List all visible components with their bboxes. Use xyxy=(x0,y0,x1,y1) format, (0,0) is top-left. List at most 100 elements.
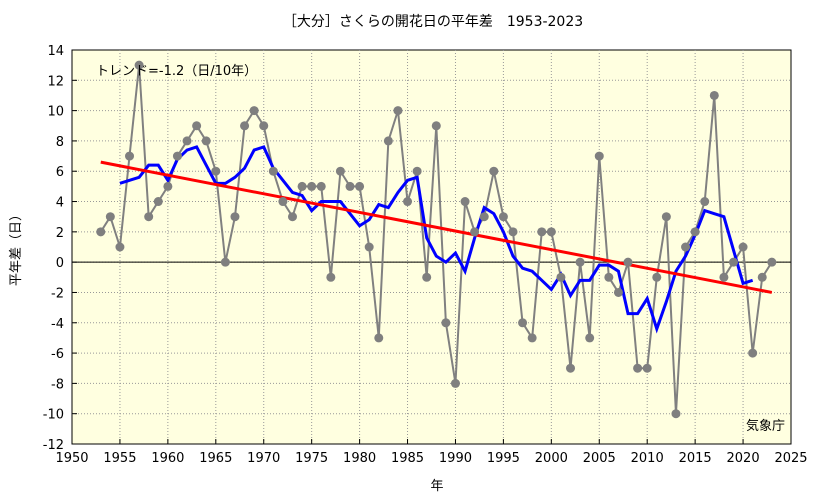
data-point xyxy=(125,151,135,161)
y-tick-label: 8 xyxy=(56,135,64,150)
data-point xyxy=(364,242,374,252)
x-tick-label: 2000 xyxy=(535,451,568,466)
y-tick-label: -10 xyxy=(43,408,64,423)
data-point xyxy=(671,409,681,419)
data-point xyxy=(393,106,403,116)
data-point xyxy=(498,212,508,222)
y-tick-label: 6 xyxy=(56,165,64,180)
x-tick-label: 1960 xyxy=(151,451,184,466)
data-point xyxy=(460,197,470,207)
data-point xyxy=(115,242,125,252)
y-tick-label: 0 xyxy=(56,256,64,271)
data-point xyxy=(508,227,518,237)
data-point xyxy=(326,272,336,282)
data-point xyxy=(728,257,738,267)
x-tick-label: 1980 xyxy=(343,451,376,466)
data-point xyxy=(412,166,422,176)
x-tick-label: 1985 xyxy=(391,451,424,466)
data-point xyxy=(316,181,326,191)
chart-title: ［大分］さくらの開花日の平年差 1953-2023 xyxy=(283,14,583,30)
trend-label: トレンド=-1.2（日/10年） xyxy=(96,64,257,79)
data-point xyxy=(575,257,585,267)
data-point xyxy=(719,272,729,282)
y-tick-label: -2 xyxy=(51,286,64,301)
data-point xyxy=(383,136,393,146)
data-point xyxy=(690,227,700,237)
data-point xyxy=(335,166,345,176)
data-point xyxy=(642,363,652,373)
data-point xyxy=(470,227,480,237)
data-point xyxy=(96,227,106,237)
x-axis-label: 年 xyxy=(430,479,443,494)
data-point xyxy=(431,121,441,131)
data-point xyxy=(623,257,633,267)
y-ticks: -12 -10 -8 -6 -4 -2 0 2 4 6 8 10 12 14 xyxy=(43,44,77,453)
y-axis-label: 平年差（日） xyxy=(9,208,24,286)
data-point xyxy=(633,363,643,373)
data-point xyxy=(537,227,547,237)
data-point xyxy=(278,197,288,207)
y-tick-label: -4 xyxy=(51,317,64,332)
x-ticks: 1950 1955 1960 1965 1970 1975 1980 1985 1990 1995… xyxy=(55,439,808,466)
y-tick-label: -12 xyxy=(43,438,64,453)
x-tick-label: 2005 xyxy=(583,451,616,466)
x-tick-label: 1975 xyxy=(295,451,328,466)
x-tick-label: 2025 xyxy=(774,451,807,466)
data-point xyxy=(220,257,230,267)
data-point xyxy=(594,151,604,161)
y-tick-label: 14 xyxy=(47,44,64,59)
data-point xyxy=(479,212,489,222)
data-point xyxy=(422,272,432,282)
data-point xyxy=(450,378,460,388)
data-point xyxy=(613,287,623,297)
x-tick-label: 1995 xyxy=(487,451,520,466)
data-point xyxy=(230,212,240,222)
data-point xyxy=(153,197,163,207)
data-point xyxy=(163,181,173,191)
data-point xyxy=(757,272,767,282)
data-point xyxy=(172,151,182,161)
data-point xyxy=(249,106,259,116)
data-point xyxy=(374,333,384,343)
x-tick-label: 2010 xyxy=(631,451,664,466)
data-point xyxy=(585,333,595,343)
data-point xyxy=(182,136,192,146)
source-label: 気象庁 xyxy=(746,418,785,434)
x-tick-label: 1970 xyxy=(247,451,280,466)
data-point xyxy=(268,166,278,176)
data-point xyxy=(527,333,537,343)
data-point xyxy=(652,272,662,282)
data-point xyxy=(709,90,719,100)
data-point xyxy=(700,197,710,207)
data-point xyxy=(345,181,355,191)
y-tick-label: 2 xyxy=(56,226,64,241)
data-point xyxy=(307,181,317,191)
x-tick-label: 2015 xyxy=(679,451,712,466)
data-point xyxy=(767,257,777,267)
data-point xyxy=(201,136,211,146)
data-point xyxy=(661,212,671,222)
data-point xyxy=(403,197,413,207)
data-point xyxy=(489,166,499,176)
y-tick-label: -6 xyxy=(51,347,64,362)
x-tick-label: 1955 xyxy=(103,451,136,466)
x-tick-label: 2020 xyxy=(727,451,760,466)
data-point xyxy=(105,212,115,222)
x-tick-label: 1950 xyxy=(55,451,88,466)
data-point xyxy=(259,121,269,131)
data-point xyxy=(211,166,221,176)
y-tick-label: 10 xyxy=(47,105,64,120)
data-point xyxy=(240,121,250,131)
data-point xyxy=(566,363,576,373)
annual-points xyxy=(96,60,777,419)
data-point xyxy=(355,181,365,191)
data-point xyxy=(748,348,758,358)
y-tick-label: -8 xyxy=(51,377,64,392)
data-point xyxy=(604,272,614,282)
trend-line xyxy=(100,160,773,294)
x-tick-label: 1990 xyxy=(439,451,472,466)
data-point xyxy=(441,318,451,328)
data-point xyxy=(681,242,691,252)
x-tick-label: 1965 xyxy=(199,451,232,466)
